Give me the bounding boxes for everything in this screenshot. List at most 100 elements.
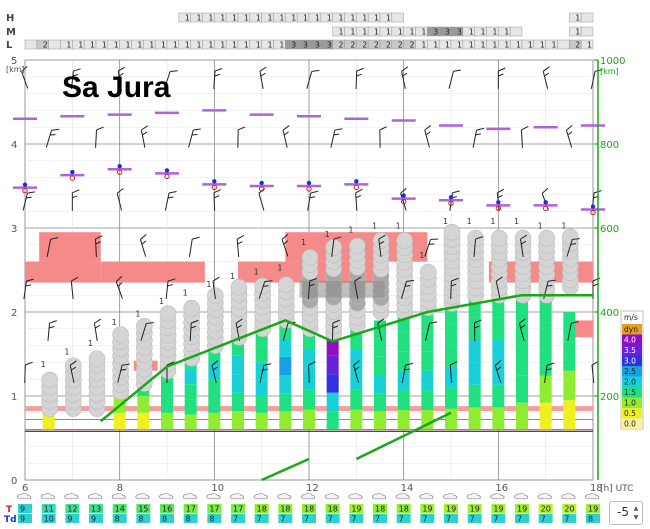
cloud-count-label: 1 (301, 238, 306, 247)
thermal-segment (421, 370, 434, 391)
barb-flag (379, 241, 385, 245)
cloud-cell-value: 1 (386, 28, 391, 37)
x-tick-label: 18 (590, 483, 603, 494)
barb-flag (356, 73, 362, 77)
cloud-cell-value: 2 (362, 41, 367, 50)
thermal-segment (516, 402, 528, 430)
temp-value: 20 (541, 505, 551, 514)
barb-flag (548, 279, 556, 282)
barb-shaft (591, 365, 595, 384)
temp-cell (65, 504, 80, 513)
barb-flag (405, 362, 413, 366)
thermal-segment (279, 393, 292, 412)
barb-shaft (213, 192, 216, 211)
barb-shaft (258, 281, 266, 299)
temp-value: 18 (399, 505, 409, 514)
barb-flag (263, 285, 269, 287)
cloud-icon-shape (64, 493, 79, 500)
barb-flag (140, 234, 147, 240)
barb-flag (118, 72, 124, 77)
wind-barb (189, 319, 199, 342)
thermal-segment (539, 402, 552, 430)
barb-flag (379, 126, 387, 131)
temp-cell (396, 504, 411, 513)
temp-cell (467, 504, 482, 513)
thermal-segment (445, 345, 457, 367)
cloud-circle (372, 232, 390, 249)
barb-flag (354, 366, 360, 371)
level-markers (13, 109, 605, 216)
legend-label: 2.5 (624, 367, 636, 376)
barb-shaft (47, 322, 51, 342)
barb-flag (520, 240, 527, 245)
x-tick-label: 16 (495, 483, 508, 494)
barb-shaft (565, 130, 573, 148)
thermal-segment (350, 369, 363, 390)
dewpoint-value: 9 (91, 515, 96, 524)
legend-swatch (622, 408, 642, 419)
barb-shaft (520, 129, 523, 148)
thermal-segment (445, 408, 457, 430)
thermal-segment (137, 412, 150, 430)
cloud-cell-value: 1 (185, 41, 190, 50)
barb-flag (567, 131, 573, 136)
dewpoint-value: 10 (44, 515, 54, 524)
barb-flag (146, 322, 154, 324)
barb-flag (72, 195, 78, 199)
y-right-tick-label: 1000 (600, 56, 625, 67)
thermal-segment (184, 414, 197, 430)
chart-title: Sa Jura (62, 71, 171, 104)
cloud-count-label: 1 (277, 263, 282, 272)
cloud-cell-value: 1 (445, 41, 450, 50)
cloud-icon-shape (348, 493, 363, 500)
stepper-down-icon[interactable]: ▼ (633, 514, 639, 521)
barb-flag (50, 237, 59, 240)
cloud-circle (443, 223, 461, 241)
cloud-count-label: 1 (467, 217, 472, 226)
barb-flag (51, 128, 60, 131)
cloud-cell-value: 1 (126, 41, 131, 50)
barb-flag (451, 277, 459, 282)
wind-barb (590, 69, 603, 89)
wind-barb (213, 189, 222, 211)
cloud-icon-shape (88, 493, 103, 500)
thermal-segment (303, 389, 315, 410)
cloud-cell-value: 1 (232, 14, 237, 23)
offset-stepper[interactable]: -5 ▲ ▼ (609, 501, 643, 525)
temp-row-label: T (6, 505, 13, 515)
level-dot-blue (496, 200, 501, 205)
cloud-cell-value: 3 (327, 41, 332, 50)
thermal-segment (563, 341, 576, 371)
cloud-cell-value: 1 (114, 41, 119, 50)
barb-flag (72, 74, 79, 77)
cloud-circle (396, 232, 413, 249)
temp-cell (183, 504, 198, 513)
cloud-cell-value: 1 (457, 41, 462, 50)
barb-shaft (354, 281, 359, 299)
wind-barb (116, 188, 124, 211)
cloud-icon-shape (40, 493, 55, 500)
temp-cell (278, 504, 293, 513)
barb-flag (166, 361, 175, 366)
barb-shaft (70, 281, 74, 300)
cloud-icon-shape (466, 493, 481, 500)
barb-flag (309, 283, 315, 287)
temp-cell (112, 504, 127, 513)
cloud-cell-value: 3 (291, 41, 296, 50)
temp-value: 16 (162, 505, 172, 514)
barb-flag (406, 279, 415, 282)
stepper-up-icon[interactable]: ▲ (633, 505, 639, 512)
cloud-cell-value: 2 (43, 41, 48, 50)
cloud-cover-rows: H 1 1 1 1 1 1 1 1 1 1 1 1 1 1 1 1 1 1 1M 1 1 1 1 1 1 1 1 3 3 3 1 1 1 1 1L 2 1… (6, 12, 594, 51)
barb-flag (497, 188, 505, 194)
thermal-segment (161, 379, 173, 396)
cloud-cell-value: 1 (362, 28, 367, 37)
cloud-cell-value: 1 (209, 41, 214, 50)
temp-cell (41, 504, 56, 513)
barb-shaft (93, 323, 98, 341)
wind-barb (566, 238, 580, 257)
barb-flag (167, 284, 173, 287)
wind-barb (47, 320, 57, 342)
cloud-icon (135, 493, 150, 500)
barb-flag (430, 238, 439, 241)
